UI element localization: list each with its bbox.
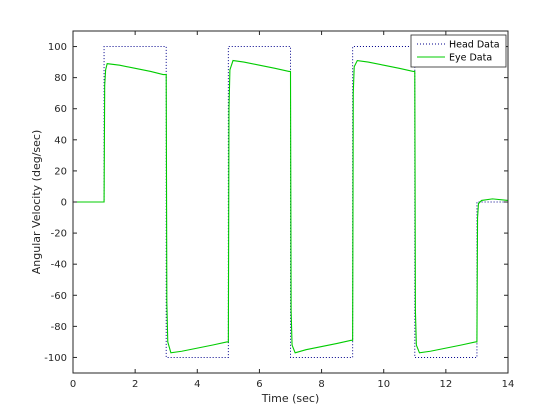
legend-label: Head Data [449, 40, 500, 51]
y-tick-label: 60 [54, 104, 67, 115]
x-tick-label: 8 [318, 379, 324, 390]
x-tick-label: 12 [439, 379, 452, 390]
x-tick-label: 4 [194, 379, 200, 390]
x-axis-label: Time (sec) [261, 392, 320, 405]
y-tick-label: 40 [54, 135, 67, 146]
series-layer [73, 46, 509, 358]
y-tick-label: 0 [61, 198, 67, 209]
y-tick-label: -40 [51, 260, 67, 271]
axes-layer: 0 2 4 6 8 10 12 14 -100 -80 -60 -40 -20 0 20 40 60 80 100 [44, 30, 515, 390]
y-axis-label: Angular Velocity (deg/sec) [30, 130, 43, 274]
legend: Head Data Eye Data [410, 34, 507, 68]
x-tick-label: 2 [132, 379, 138, 390]
x-tick-label: 6 [256, 379, 262, 390]
y-tick-label: 80 [54, 73, 67, 84]
x-tick-label: 10 [377, 379, 390, 390]
x-tick-label: 0 [70, 379, 76, 390]
y-tick-label: -20 [51, 229, 67, 240]
x-tick-label: 14 [502, 379, 515, 390]
series-line-head-data [73, 46, 508, 358]
y-tick-label: -80 [51, 322, 67, 333]
y-tick-label: 100 [48, 42, 67, 53]
y-tick-label: 20 [54, 166, 67, 177]
legend-label: Eye Data [449, 53, 492, 64]
y-tick-label: -60 [51, 291, 67, 302]
legend-box [410, 34, 507, 68]
y-tick-label: -100 [44, 353, 67, 364]
series-line-eye-data [73, 59, 509, 354]
